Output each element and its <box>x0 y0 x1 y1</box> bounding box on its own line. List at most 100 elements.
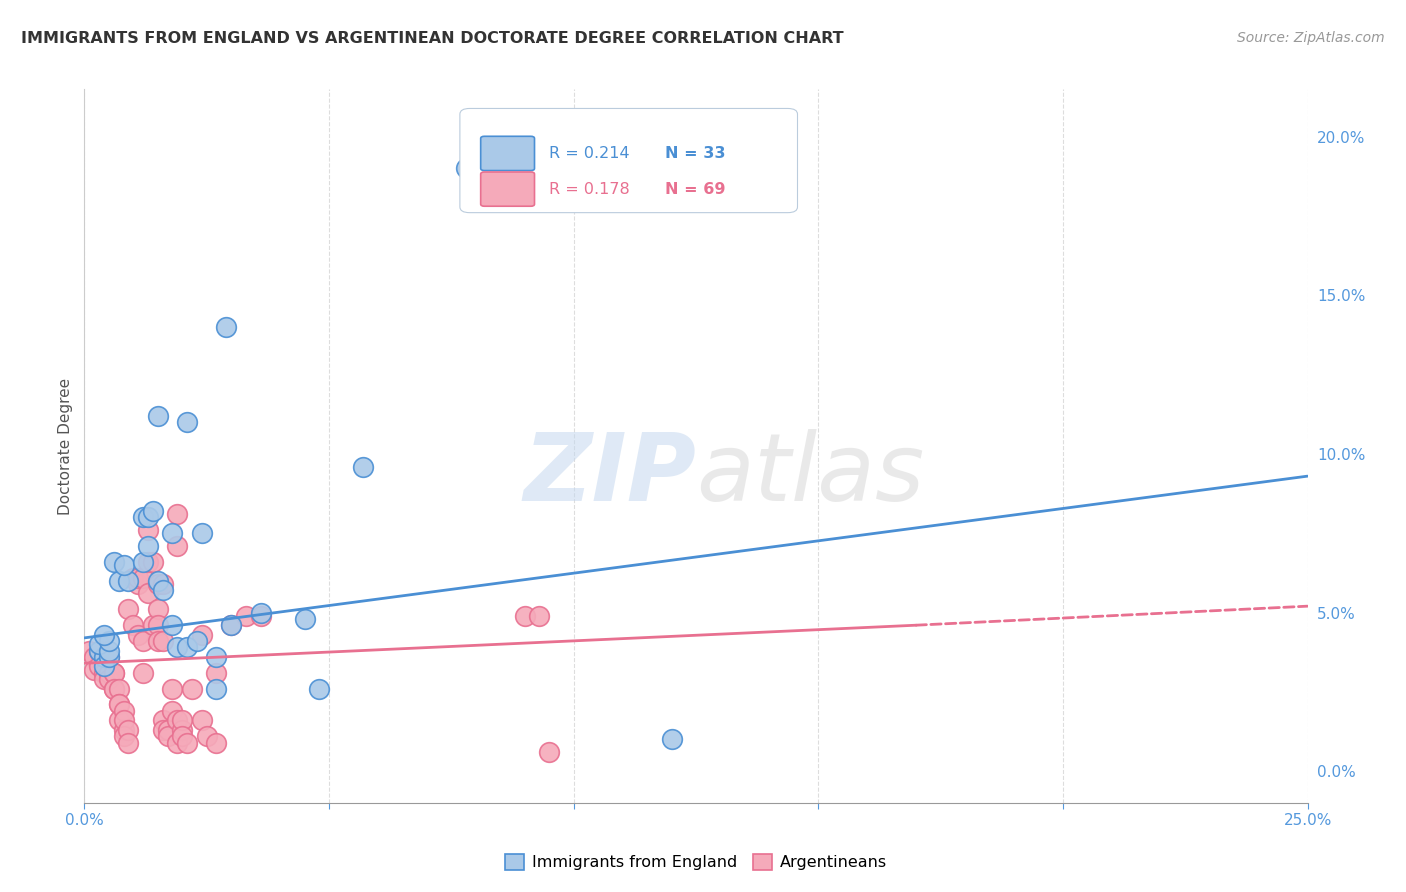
Point <box>166 507 188 521</box>
Point <box>172 714 194 728</box>
Point <box>146 577 169 591</box>
Point <box>162 681 184 696</box>
Point <box>152 583 174 598</box>
Point <box>93 649 115 664</box>
Point <box>136 510 159 524</box>
Point <box>205 681 228 696</box>
Point <box>205 735 228 749</box>
Point <box>146 602 169 616</box>
Point <box>132 555 155 569</box>
Point <box>513 608 536 623</box>
Point <box>93 665 115 680</box>
Point <box>103 681 125 696</box>
Point <box>352 459 374 474</box>
FancyBboxPatch shape <box>481 136 534 170</box>
Point <box>191 628 214 642</box>
Point <box>205 649 228 664</box>
Point <box>186 634 208 648</box>
Point <box>83 663 105 677</box>
Point <box>107 681 129 696</box>
Point <box>146 634 169 648</box>
Point <box>249 606 271 620</box>
Point <box>142 504 165 518</box>
Point <box>205 665 228 680</box>
Point <box>152 634 174 648</box>
Point <box>93 628 115 642</box>
Point <box>117 602 139 616</box>
Point <box>97 634 120 648</box>
Point <box>529 608 551 623</box>
Point <box>97 672 120 686</box>
Point <box>181 681 204 696</box>
Point <box>249 608 271 623</box>
Point <box>87 643 110 657</box>
Point <box>162 526 184 541</box>
Point <box>103 665 125 680</box>
Text: N = 33: N = 33 <box>665 146 725 161</box>
Point <box>93 649 115 664</box>
Point <box>132 571 155 585</box>
Point <box>195 729 218 743</box>
Point <box>93 659 115 673</box>
Point <box>97 649 120 664</box>
Text: R = 0.214: R = 0.214 <box>550 146 630 161</box>
Point <box>97 643 120 657</box>
Y-axis label: Doctorate Degree: Doctorate Degree <box>58 377 73 515</box>
Point <box>166 539 188 553</box>
Point <box>152 577 174 591</box>
Point <box>136 523 159 537</box>
Point <box>117 723 139 737</box>
Point <box>127 577 149 591</box>
Point <box>112 704 135 718</box>
Point <box>136 555 159 569</box>
Point <box>166 714 188 728</box>
Point <box>156 723 179 737</box>
Point <box>127 571 149 585</box>
Point <box>117 735 139 749</box>
Text: atlas: atlas <box>696 429 924 520</box>
Point <box>215 320 238 334</box>
Text: Source: ZipAtlas.com: Source: ZipAtlas.com <box>1237 31 1385 45</box>
Point <box>152 723 174 737</box>
Point <box>87 643 110 657</box>
Point <box>172 729 194 743</box>
Point <box>166 735 188 749</box>
Point <box>132 634 155 648</box>
Point <box>294 612 316 626</box>
Point <box>176 640 198 655</box>
FancyBboxPatch shape <box>460 109 797 212</box>
Point <box>166 640 188 655</box>
FancyBboxPatch shape <box>481 172 534 206</box>
Point <box>136 586 159 600</box>
Point <box>107 574 129 588</box>
Point <box>146 409 169 423</box>
Point <box>538 745 561 759</box>
Point <box>107 714 129 728</box>
Point <box>87 637 110 651</box>
Point <box>142 618 165 632</box>
Text: IMMIGRANTS FROM ENGLAND VS ARGENTINEAN DOCTORATE DEGREE CORRELATION CHART: IMMIGRANTS FROM ENGLAND VS ARGENTINEAN D… <box>21 31 844 46</box>
Point <box>83 649 105 664</box>
Point <box>142 555 165 569</box>
Text: R = 0.178: R = 0.178 <box>550 182 630 196</box>
Point <box>176 415 198 429</box>
Point <box>136 539 159 553</box>
Point <box>127 628 149 642</box>
Point <box>162 618 184 632</box>
Point <box>146 618 169 632</box>
Point <box>132 665 155 680</box>
Point <box>219 618 242 632</box>
Point <box>112 714 135 728</box>
Point <box>103 555 125 569</box>
Point <box>191 526 214 541</box>
Point <box>219 618 242 632</box>
Point <box>122 618 145 632</box>
Point <box>122 571 145 585</box>
Text: N = 69: N = 69 <box>665 182 725 196</box>
Point <box>191 714 214 728</box>
Point <box>172 723 194 737</box>
Point <box>97 665 120 680</box>
Point <box>146 574 169 588</box>
Point <box>107 698 129 712</box>
Point <box>454 161 477 176</box>
